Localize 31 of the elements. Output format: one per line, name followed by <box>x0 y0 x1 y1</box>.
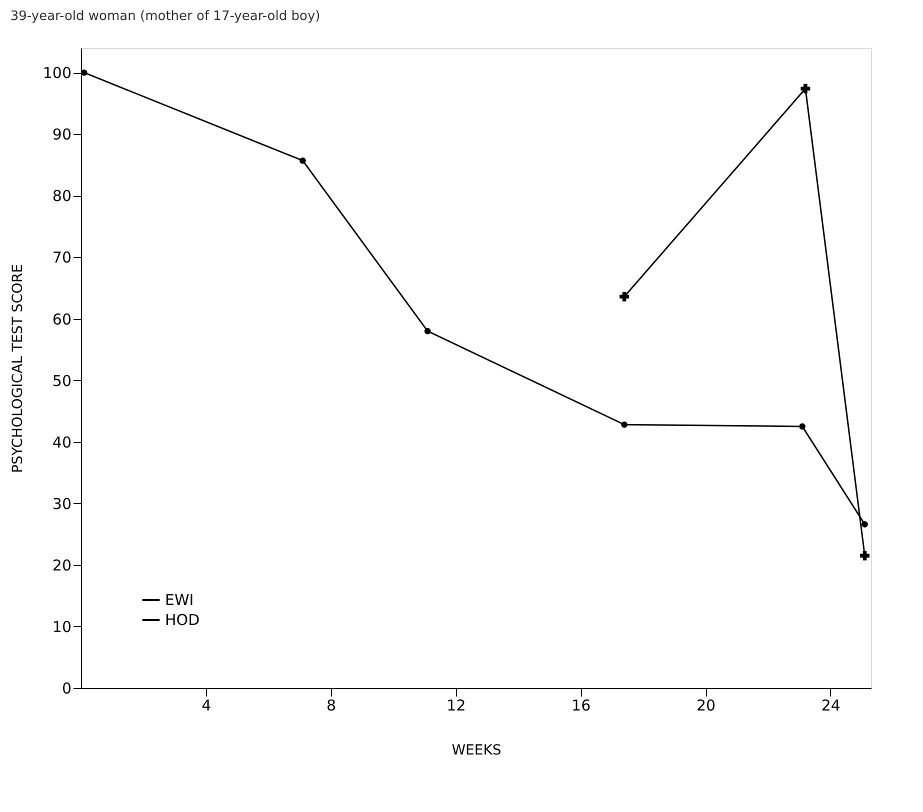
point <box>862 521 868 528</box>
y-tick-label: 20 <box>52 556 72 574</box>
y-tick-label: 70 <box>52 248 72 267</box>
point <box>300 157 306 164</box>
point <box>80 69 88 76</box>
x-tick-label: 4 <box>202 696 212 714</box>
y-tick-label: 40 <box>52 433 72 452</box>
x-tick-label: 8 <box>326 696 336 714</box>
legend-label: HOD <box>165 611 200 629</box>
y-tick-label: 30 <box>52 494 72 513</box>
y-tick-label: 50 <box>52 372 72 390</box>
y-tick-label: 60 <box>52 310 72 328</box>
legend-label: EWI <box>165 591 194 609</box>
point <box>620 292 630 302</box>
point <box>424 328 431 334</box>
y-axis-title: PSYCHOLOGICAL TEST SCORE <box>10 264 26 473</box>
x-tick-label: 24 <box>821 696 840 714</box>
point <box>860 550 870 560</box>
y-tick-label: 10 <box>52 618 72 636</box>
y-tick-label: 0 <box>62 680 72 698</box>
y-tick-label: 80 <box>52 187 72 206</box>
x-axis-title: WEEKS <box>452 742 502 758</box>
x-tick-label: 12 <box>446 696 466 714</box>
x-tick-label: 20 <box>696 696 716 714</box>
point <box>800 84 810 94</box>
chart-title: 39-year-old woman (mother of 17-year-old boy) <box>10 9 320 24</box>
y-tick-label: 90 <box>52 126 72 144</box>
x-tick-label: 16 <box>572 696 591 714</box>
point <box>799 423 806 430</box>
y-tick-label: 100 <box>42 64 72 82</box>
point <box>621 421 628 428</box>
